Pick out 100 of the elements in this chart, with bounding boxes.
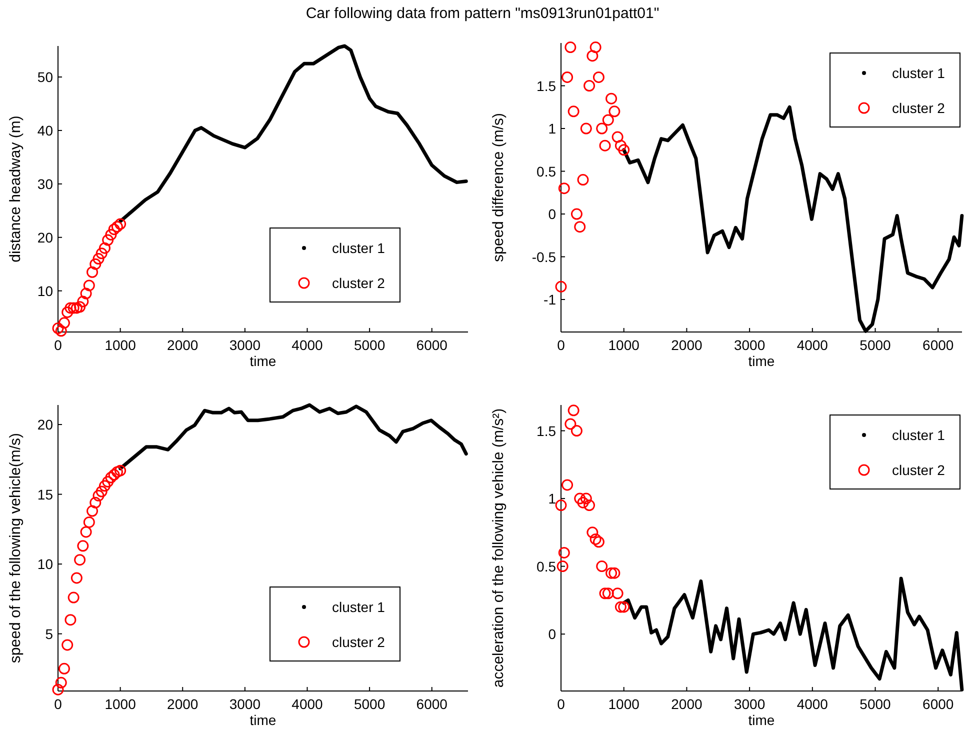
point [96,486,108,498]
point [577,496,589,508]
point [568,404,580,416]
point [596,122,608,134]
y-tick-label: 20 [37,416,54,433]
point [58,317,70,329]
point [570,208,582,220]
point [612,131,624,143]
point [602,588,614,600]
point [574,492,586,504]
x-tick-label: 5000 [860,337,892,353]
point [562,479,574,491]
point [612,588,624,600]
point [96,248,108,260]
point [52,322,64,334]
x-tick-label: 4000 [292,696,324,712]
point [555,500,567,512]
point [114,464,126,476]
y-tick-label: 40 [37,122,54,138]
point [52,684,64,696]
point [570,425,582,437]
point [568,106,580,118]
legend-label: cluster 2 [332,275,386,291]
point [108,224,120,236]
point [58,662,70,674]
legend-label: cluster 2 [332,634,386,650]
point [606,92,618,104]
point [586,50,598,62]
x-tick-label: 4000 [292,337,324,353]
x-tick-label: 4000 [796,337,828,353]
point [599,588,611,600]
x-tick-label: 3000 [229,337,261,353]
point [608,106,620,118]
point [74,554,86,566]
y-tick-label: 1 [548,120,556,137]
point [614,601,626,613]
point [114,218,126,230]
y-tick-label: 10 [37,556,54,572]
point [556,560,568,572]
point [102,234,114,246]
legend-label: cluster 1 [892,427,946,443]
y-tick-label: 0 [548,626,556,642]
point [70,302,82,314]
point [584,500,596,512]
point [105,472,117,484]
y-tick-label: 1.5 [536,422,556,439]
point [74,301,86,313]
x-tick-label: 6000 [922,337,954,353]
point [64,302,76,314]
y-axis-title: distance headway (m) [7,116,24,262]
point [86,505,98,517]
y-tick-label: 10 [37,282,54,299]
x-axis-title: time [748,712,775,728]
point [608,567,620,579]
point [574,221,586,233]
point [592,536,604,548]
x-tick-label: 2000 [167,696,198,712]
y-tick-label: 15 [37,486,54,502]
x-axis-title: time [748,353,775,369]
y-axis-title: speed of the following vehicle(m/s) [7,432,24,664]
point [564,42,576,54]
y-tick-label: -1 [544,292,556,308]
point [590,533,602,545]
x-axis-title: time [250,712,276,728]
point [618,144,630,156]
x-tick-label: 1000 [608,337,640,353]
point [558,182,570,194]
point [90,258,102,270]
point [92,490,104,502]
point [80,526,92,538]
point [108,469,120,481]
x-tick-label: 1000 [104,337,136,353]
x-tick-label: 1000 [608,696,640,712]
point [86,266,98,278]
point [614,140,626,152]
point [98,242,110,254]
point [83,516,95,528]
x-tick-label: 2000 [671,696,702,712]
point [64,614,76,626]
point [62,639,74,651]
point [98,480,110,492]
legend-label: cluster 1 [332,240,386,256]
y-tick-label: -0.5 [532,248,556,265]
x-tick-label: 3000 [734,337,766,353]
y-tick-label: 1.5 [536,78,556,94]
point [77,296,89,308]
point [606,567,618,579]
y-tick-label: 0.5 [536,558,556,574]
y-axis-title: acceleration of the following vehicle (m/s²) [490,408,507,688]
x-tick-label: 3000 [229,696,261,712]
point [596,560,608,572]
x-tick-label: 5000 [354,337,386,353]
y-tick-label: 30 [37,176,54,192]
y-tick-label: 0 [548,206,556,222]
legend-label: cluster 2 [892,462,946,478]
point [580,122,592,134]
point [111,220,123,232]
point [592,71,604,83]
y-axis-title: speed difference (m/s) [490,113,507,262]
x-tick-label: 5000 [354,696,386,712]
